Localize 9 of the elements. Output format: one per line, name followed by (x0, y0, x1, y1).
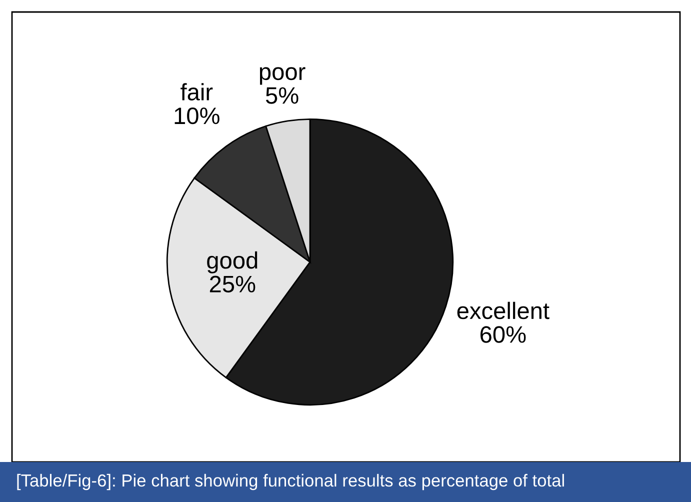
text: [Table/Fig-6]: Pie chart showing functional results as percentage of total (17, 474, 564, 490)
data-label: 60% (480, 326, 526, 343)
data-label: 5% (266, 87, 298, 104)
slice-label: excellent (457, 302, 550, 320)
data-label: 10% (174, 107, 220, 124)
slice-label: good (207, 251, 258, 274)
slice-label: fair (180, 83, 213, 100)
data-label: 25% (210, 276, 256, 292)
slice-label: poor (260, 67, 306, 85)
